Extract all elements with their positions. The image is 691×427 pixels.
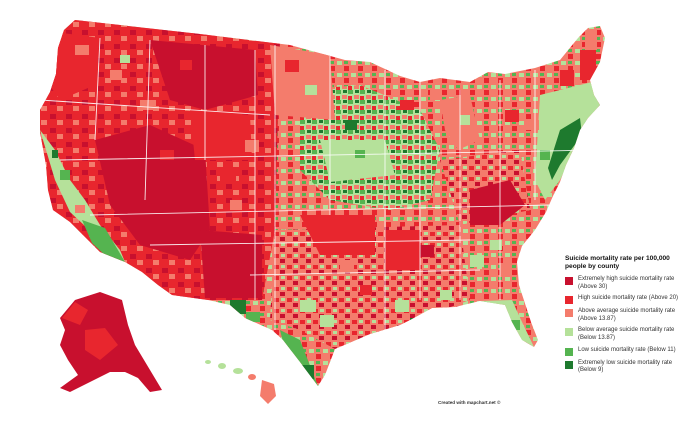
legend-item: Low suicide mortality rate (Below 11) — [565, 347, 687, 356]
legend-swatch — [565, 296, 573, 305]
region-nyc-corridor — [548, 118, 582, 180]
region-arkansas — [385, 230, 420, 270]
legend-label: Below average suicide mortality rate (Be… — [578, 327, 675, 341]
credit-text: Created with mapchart.net © — [438, 400, 501, 405]
region-wyoming — [190, 110, 252, 160]
legend-label: Low suicide mortality rate (Below 11) — [578, 346, 676, 353]
region-dakotas — [270, 45, 335, 120]
region-southern-california — [82, 220, 125, 262]
legend-title: Suicide mortality rate per 100,000 peopl… — [565, 255, 670, 270]
region-appalachia — [470, 180, 525, 225]
legend-swatch — [565, 347, 573, 356]
legend-swatch — [565, 328, 573, 337]
region-oklahoma — [300, 215, 375, 255]
state-borders — [40, 37, 601, 330]
map-legend: Suicide mortality rate per 100,000 peopl… — [565, 255, 687, 379]
legend-swatch — [565, 309, 573, 318]
region-iowa — [320, 140, 395, 182]
legend-label: Above average suicide mortality rate (Ab… — [578, 308, 676, 322]
hawaii — [205, 360, 276, 404]
region-montana — [150, 40, 258, 110]
legend-item: High suicide mortality rate (Above 20) — [565, 295, 687, 305]
region-california-coast — [40, 130, 125, 262]
legend-items: Extremely high suicide mortality rate (A… — [565, 276, 687, 375]
region-florida — [480, 300, 534, 347]
legend-label: Extremely high suicide mortality rate (A… — [578, 276, 675, 290]
legend-item: Below average suicide mortality rate (Be… — [565, 327, 687, 342]
legend-label: Extremely low suicide mortality rate (Be… — [578, 359, 673, 374]
legend-swatch — [565, 277, 573, 285]
legend-item: Above average suicide mortality rate (Ab… — [565, 308, 687, 323]
legend-swatch — [565, 360, 573, 369]
legend-item: Extremely high suicide mortality rate (A… — [565, 276, 687, 291]
legend-label: High suicide mortality rate (Above 20) — [578, 295, 679, 302]
region-new-mexico — [200, 230, 262, 298]
alaska — [60, 292, 162, 392]
legend-item: Extremely low suicide mortality rate (Be… — [565, 360, 687, 375]
